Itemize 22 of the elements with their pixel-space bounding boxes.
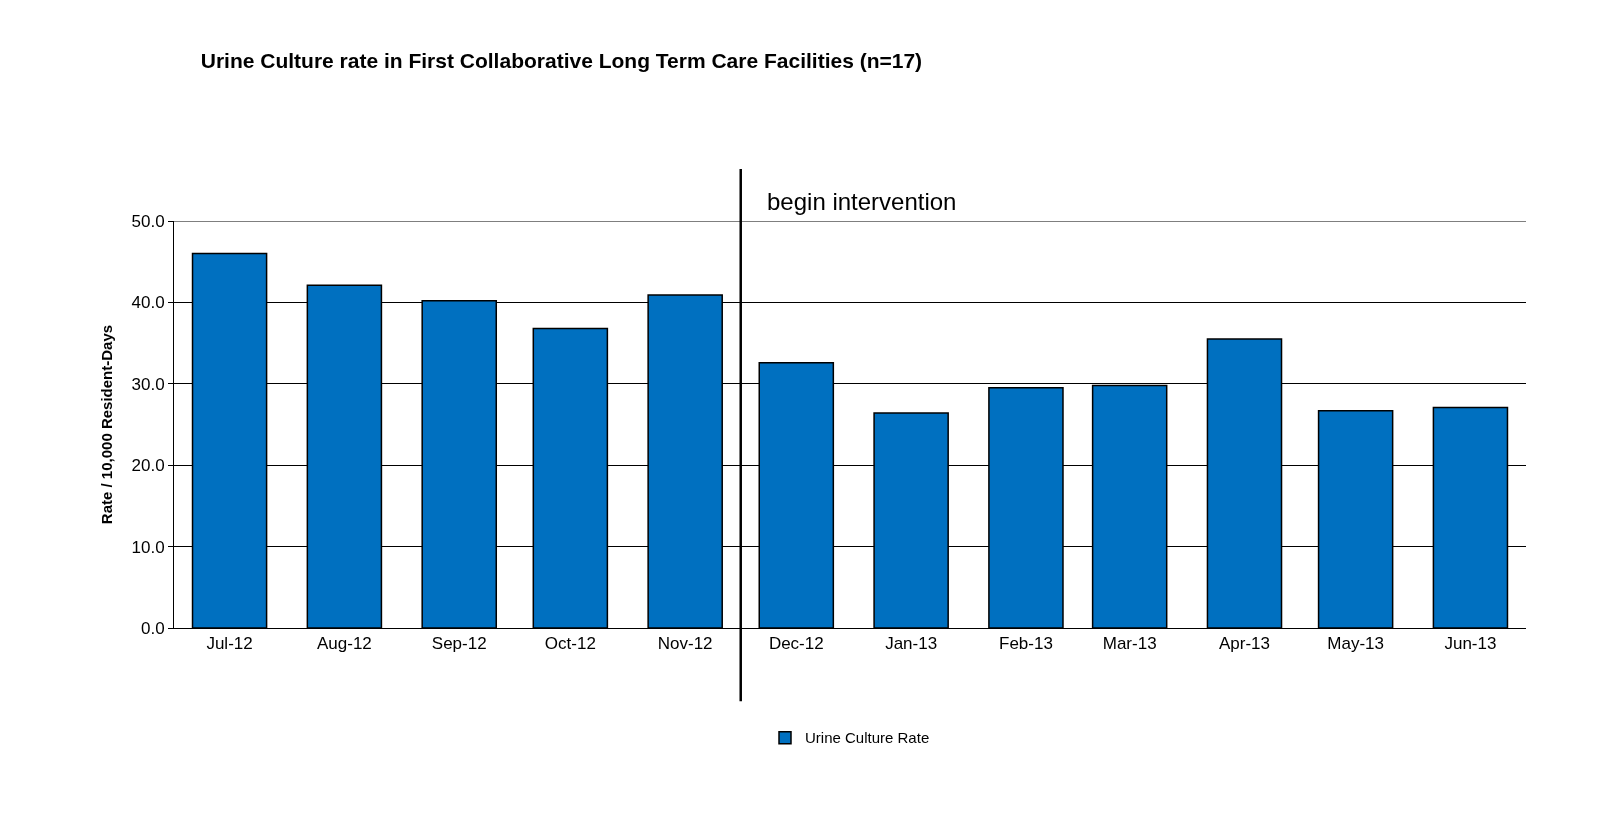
x-tick-label: Apr-13 [1218, 634, 1271, 654]
y-tick-label: 0.0 [140, 618, 165, 638]
y-tick-label: 50.0 [131, 211, 165, 231]
y-tick-label: 40.0 [131, 293, 165, 313]
legend-label: Urine Culture Rate [805, 729, 930, 747]
x-tick-label: Aug-12 [316, 634, 372, 654]
y-axis-title: Rate / 10,000 Resident-Days [97, 324, 115, 525]
x-tick-label: Feb-13 [999, 634, 1053, 654]
y-tick-label: 30.0 [131, 374, 165, 394]
x-tick-label: Jun-13 [1444, 634, 1497, 654]
x-tick-label: May-13 [1327, 634, 1384, 654]
x-tick-label: Sep-12 [431, 634, 487, 654]
x-tick-label: Dec-12 [768, 634, 824, 654]
ref-line-label: begin intervention [767, 188, 957, 215]
y-tick-label: 20.0 [131, 456, 165, 476]
y-tick-label: 10.0 [131, 537, 165, 557]
x-tick-label: Jul-12 [206, 634, 253, 654]
chart-title: Urine Culture rate in First Collaborative Long Term Care Facilities (n=17) [200, 48, 923, 72]
x-tick-label: Mar-13 [1102, 634, 1157, 654]
x-tick-label: Jan-13 [885, 634, 938, 654]
x-tick-label: Oct-12 [544, 634, 596, 654]
x-tick-label: Nov-12 [657, 634, 713, 654]
